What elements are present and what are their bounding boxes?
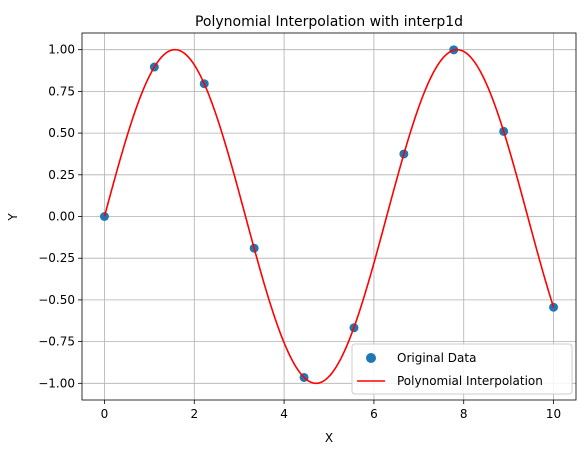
x-tick-label: 2: [190, 407, 198, 421]
x-axis: 0 2 4 6 8 10: [101, 400, 561, 421]
legend-label-original-data: Original Data: [397, 351, 476, 365]
x-tick-label: 6: [370, 407, 378, 421]
y-axis: −1.00 −0.75 −0.50 −0.25 0.00 0.25 0.50 0.75 1.00: [38, 43, 82, 390]
interpolation-line: [103, 48, 555, 385]
chart-title: Polynomial Interpolation with interp1d: [195, 14, 463, 30]
y-tick-label: −0.25: [38, 251, 75, 265]
y-tick-label: −0.50: [38, 293, 75, 307]
y-tick-label: −1.00: [38, 376, 75, 390]
y-tick-label: 0.75: [48, 84, 75, 98]
y-tick-label: 1.00: [48, 43, 75, 57]
x-tick-label: 10: [546, 407, 561, 421]
x-tick-label: 0: [101, 407, 109, 421]
y-tick-label: 0.25: [48, 168, 75, 182]
x-tick-label: 4: [280, 407, 288, 421]
plot-area: [99, 45, 559, 385]
legend-label-polynomial-interpolation: Polynomial Interpolation: [397, 374, 543, 388]
legend-box: [351, 343, 573, 395]
legend-marker-original-data: [366, 353, 376, 363]
y-tick-label: −0.75: [38, 335, 75, 349]
legend: Original Data Polynomial Interpolation: [351, 343, 573, 395]
x-tick-label: 8: [460, 407, 468, 421]
y-axis-label: Y: [6, 213, 20, 222]
grid: [82, 33, 576, 400]
y-tick-label: 0.00: [48, 210, 75, 224]
x-axis-label: X: [325, 431, 333, 445]
y-tick-label: 0.50: [48, 126, 75, 140]
